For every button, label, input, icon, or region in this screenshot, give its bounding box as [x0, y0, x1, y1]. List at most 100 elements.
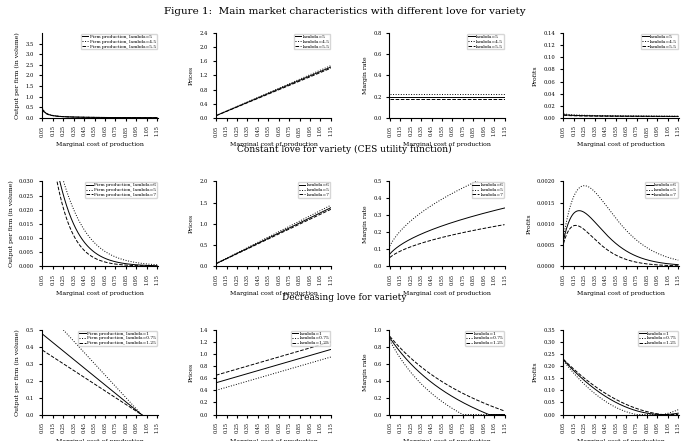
lambda=6 — [559, 238, 568, 243]
Line: lambda=7: lambda=7 — [390, 224, 504, 258]
Firm production, lambda=6 — [106, 258, 114, 263]
lambda=6 — [327, 205, 335, 210]
Firm production, lambda=5 — [39, 108, 47, 113]
X-axis label: Marginal cost of production: Marginal cost of production — [403, 142, 491, 147]
lambda=5.5 — [316, 70, 325, 75]
lambda=7 — [628, 258, 637, 264]
Firm production, lambda=1.25 — [39, 348, 47, 353]
Y-axis label: Profits: Profits — [526, 213, 531, 234]
lambda=1.25 — [386, 334, 394, 339]
lambda=7 — [454, 231, 462, 236]
Firm production, lambda=5 — [142, 115, 150, 120]
lambda=5 — [482, 174, 491, 179]
lambda=1 — [280, 360, 289, 366]
lambda=1.25 — [490, 404, 498, 410]
lambda=4.5 — [212, 113, 220, 118]
lambda=6 — [280, 228, 289, 233]
lambda=1.25 — [628, 404, 636, 409]
lambda=5 — [580, 183, 588, 188]
X-axis label: Marginal cost of production: Marginal cost of production — [229, 439, 318, 441]
Firm production, lambda=5.5 — [38, 107, 46, 112]
Firm production, lambda=5 — [107, 115, 115, 120]
lambda=4.5 — [280, 83, 289, 89]
Firm production, lambda=1.25 — [142, 415, 150, 420]
Legend: lambda=6, lambda=5, lambda=7: lambda=6, lambda=5, lambda=7 — [298, 182, 331, 198]
Firm production, lambda=0.75 — [39, 305, 47, 310]
Firm production, lambda=5.5 — [135, 115, 143, 120]
Firm production, lambda=5 — [153, 262, 161, 267]
Y-axis label: Margin rate: Margin rate — [362, 353, 368, 391]
lambda=1.25 — [656, 411, 664, 417]
lambda=1.25 — [500, 408, 508, 414]
lambda=7 — [453, 231, 462, 236]
Y-axis label: Profits: Profits — [533, 65, 538, 86]
Y-axis label: Output per firm (in volume): Output per firm (in volume) — [15, 32, 20, 119]
lambda=6 — [453, 218, 462, 224]
Y-axis label: Output per firm (in volume): Output per firm (in volume) — [8, 180, 14, 267]
Firm production, lambda=6 — [39, 93, 47, 98]
lambda=0.75 — [628, 411, 636, 416]
X-axis label: Marginal cost of production: Marginal cost of production — [56, 439, 144, 441]
Firm production, lambda=7 — [135, 263, 143, 269]
lambda=5 — [656, 114, 664, 119]
lambda=6 — [212, 261, 220, 266]
lambda=1.25 — [559, 357, 568, 362]
Text: Decreasing love for variety: Decreasing love for variety — [282, 293, 407, 303]
lambda=5 — [316, 69, 325, 74]
lambda=1 — [212, 380, 220, 385]
lambda=5 — [454, 187, 462, 193]
lambda=5 — [490, 171, 498, 176]
Line: lambda=0.75: lambda=0.75 — [390, 340, 504, 415]
lambda=7 — [572, 223, 580, 228]
X-axis label: Marginal cost of production: Marginal cost of production — [577, 291, 665, 295]
lambda=5 — [386, 94, 394, 99]
lambda=5 — [386, 94, 394, 99]
lambda=5 — [327, 64, 335, 70]
lambda=6 — [212, 261, 220, 266]
lambda=5 — [212, 113, 220, 118]
lambda=5 — [628, 233, 636, 239]
lambda=4.5 — [628, 113, 636, 119]
lambda=5 — [280, 226, 289, 232]
lambda=0.75 — [280, 368, 289, 373]
Firm production, lambda=5 — [107, 252, 115, 258]
lambda=4.5 — [500, 92, 508, 97]
lambda=0.75 — [327, 355, 335, 360]
lambda=4.5 — [482, 92, 491, 97]
lambda=5.5 — [490, 96, 498, 101]
lambda=0.75 — [559, 358, 568, 363]
Line: lambda=1.25: lambda=1.25 — [390, 336, 504, 411]
lambda=1.25 — [309, 344, 317, 350]
lambda=1.25 — [282, 352, 291, 358]
X-axis label: Marginal cost of production: Marginal cost of production — [577, 142, 665, 147]
Legend: Firm production, lambda=5, Firm production, lambda=4.5, Firm production, lambda=: Firm production, lambda=5, Firm producti… — [81, 34, 157, 49]
lambda=1 — [386, 336, 394, 341]
lambda=1 — [456, 398, 464, 404]
lambda=6 — [316, 210, 325, 216]
Line: Firm production, lambda=4.5: Firm production, lambda=4.5 — [42, 108, 157, 118]
Firm production, lambda=0.75 — [107, 378, 115, 384]
lambda=1 — [316, 350, 325, 355]
lambda=5.5 — [386, 96, 394, 101]
lambda=0.75 — [280, 368, 288, 373]
lambda=1.25 — [212, 373, 220, 378]
Firm production, lambda=7 — [39, 85, 47, 90]
lambda=1 — [386, 335, 394, 340]
lambda=5 — [456, 187, 464, 192]
lambda=5 — [309, 72, 317, 77]
Line: Firm production, lambda=0.75: Firm production, lambda=0.75 — [42, 307, 157, 431]
Firm production, lambda=4.5 — [106, 115, 114, 120]
lambda=5 — [559, 112, 568, 117]
lambda=7 — [490, 224, 498, 229]
Text: Figure 1:  Main market characteristics with different love for variety: Figure 1: Main market characteristics wi… — [164, 7, 525, 15]
Legend: lambda=5, lambda=4.5, lambda=5.5: lambda=5, lambda=4.5, lambda=5.5 — [467, 34, 504, 49]
lambda=0.75 — [212, 388, 220, 393]
lambda=4.5 — [316, 67, 325, 73]
Firm production, lambda=1 — [135, 410, 143, 415]
lambda=1.25 — [559, 357, 568, 363]
Line: lambda=7: lambda=7 — [216, 209, 331, 264]
Line: Firm production, lambda=7: Firm production, lambda=7 — [42, 85, 157, 266]
Firm production, lambda=5.5 — [142, 115, 150, 120]
lambda=0.75 — [657, 412, 665, 417]
Line: lambda=1: lambda=1 — [216, 349, 331, 383]
